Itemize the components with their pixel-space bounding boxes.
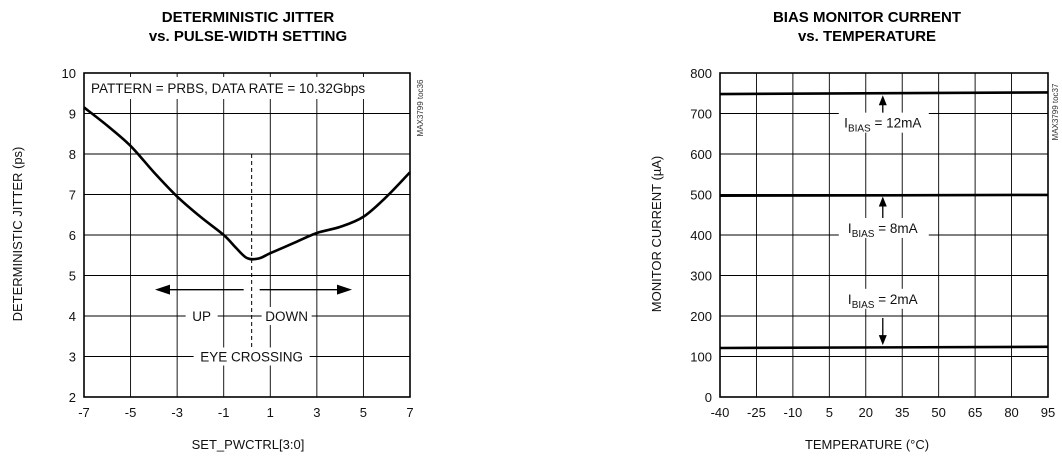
chart-title-line2: vs. PULSE-WIDTH SETTING	[149, 28, 347, 45]
y-axis-label: DETERMINISTIC JITTER (ps)	[10, 147, 25, 322]
annotations: PATTERN = PRBS, DATA RATE = 10.32Gbps UP…	[87, 77, 397, 366]
x-tick-label: -1	[218, 405, 230, 420]
watermark: MAX3799 toc36	[416, 79, 425, 136]
x-ticks: -40 -25 -10 5 20 35 50 65 80 95	[711, 405, 1056, 420]
chart-title-line1: DETERMINISTIC JITTER	[162, 9, 335, 26]
series-label-rest: = 2mA	[874, 292, 917, 307]
down-arrowhead	[337, 284, 352, 295]
y-tick-label: 400	[690, 228, 712, 243]
series-label-sub: BIAS	[848, 124, 871, 135]
x-tick-label: -7	[78, 405, 90, 420]
series-label-bg	[838, 112, 929, 133]
y-tick-label: 200	[690, 309, 712, 324]
plot-frame	[83, 72, 411, 398]
y-tick-label: 7	[69, 188, 76, 203]
y-tick-label: 5	[69, 269, 76, 284]
y-tick-label: 9	[69, 107, 76, 122]
pattern-label-bg	[87, 77, 397, 99]
series-line	[83, 106, 411, 261]
series-label: IBIAS = 12mA	[844, 116, 921, 135]
y-tick-label: 800	[690, 66, 712, 81]
x-tick-label: 5	[360, 405, 367, 420]
y-tick-label: 3	[69, 350, 76, 365]
y-axis-label: MONITOR CURRENT (µA)	[649, 156, 664, 313]
x-tick-label: -3	[171, 405, 183, 420]
x-tick-label: 35	[895, 405, 909, 420]
chart-title-line1: BIAS MONITOR CURRENT	[773, 9, 961, 26]
y-ticks: 0 100 200 300 400 500 600 700 800	[690, 66, 712, 405]
x-tick-label: 5	[826, 405, 833, 420]
series-line	[719, 345, 1049, 350]
series-label-sub: BIAS	[852, 229, 875, 240]
series-label-rest: = 8mA	[874, 221, 917, 236]
series-label: IBIAS = 2mA	[848, 292, 918, 311]
y-tick-label: 600	[690, 147, 712, 162]
x-tick-label: 95	[1041, 405, 1055, 420]
x-tick-label: 1	[267, 405, 274, 420]
down-label-bg	[261, 307, 312, 325]
x-tick-label: -40	[711, 405, 730, 420]
y-tick-label: 8	[69, 147, 76, 162]
series-label-bg	[838, 217, 929, 238]
x-tick-label: 7	[406, 405, 413, 420]
x-ticks: -7 -5 -3 -1 1 3 5 7	[78, 405, 413, 420]
y-ticks: 2 3 4 5 6 7 8 9 10	[62, 66, 76, 405]
chart-title-line2: vs. TEMPERATURE	[798, 28, 936, 45]
plot-frame	[719, 72, 1049, 398]
series-label-main: I	[848, 221, 852, 236]
series-label-rest: = 12mA	[871, 116, 922, 131]
y-tick-label: 6	[69, 228, 76, 243]
y-tick-label: 500	[690, 188, 712, 203]
up-arrowhead	[155, 284, 170, 295]
x-tick-label: 65	[968, 405, 982, 420]
x-tick-label: 3	[313, 405, 320, 420]
watermark: MAX3799 toc37	[1051, 83, 1060, 140]
y-tick-label: 10	[62, 66, 76, 81]
up-label-bg	[185, 307, 218, 325]
x-tick-label: -5	[125, 405, 137, 420]
y-tick-label: 100	[690, 350, 712, 365]
x-tick-label: 50	[931, 405, 945, 420]
y-tick-label: 0	[705, 390, 712, 405]
y-tick-label: 700	[690, 107, 712, 122]
x-tick-label: -10	[783, 405, 802, 420]
series-arrowhead	[878, 196, 887, 207]
series-label-main: I	[848, 292, 852, 307]
chart-deterministic-jitter: DETERMINISTIC JITTER vs. PULSE-WIDTH SET…	[10, 9, 425, 452]
eye-crossing-label-bg	[193, 347, 310, 366]
eye-crossing-label: EYE CROSSING	[200, 350, 303, 365]
down-label: DOWN	[265, 309, 308, 324]
series-arrowhead	[878, 335, 887, 346]
chart-bias-monitor-current: BIAS MONITOR CURRENT vs. TEMPERATURE -40…	[649, 9, 1060, 452]
x-axis-label: SET_PWCTRL[3:0]	[192, 437, 305, 452]
series-label-sub: BIAS	[852, 300, 875, 311]
up-label: UP	[192, 309, 211, 324]
y-tick-label: 4	[69, 309, 76, 324]
series-line	[719, 193, 1049, 198]
x-axis-label: TEMPERATURE (°C)	[805, 437, 929, 452]
x-tick-label: 80	[1004, 405, 1018, 420]
series-label-bg	[838, 288, 929, 309]
series-line	[719, 91, 1049, 96]
pattern-label: PATTERN = PRBS, DATA RATE = 10.32Gbps	[91, 81, 365, 96]
x-tick-label: -25	[747, 405, 766, 420]
y-tick-label: 300	[690, 269, 712, 284]
series-label: IBIAS = 8mA	[848, 221, 918, 240]
x-tick-label: 20	[859, 405, 873, 420]
series-arrowhead	[878, 95, 887, 106]
series-label-main: I	[844, 116, 848, 131]
y-tick-label: 2	[69, 390, 76, 405]
